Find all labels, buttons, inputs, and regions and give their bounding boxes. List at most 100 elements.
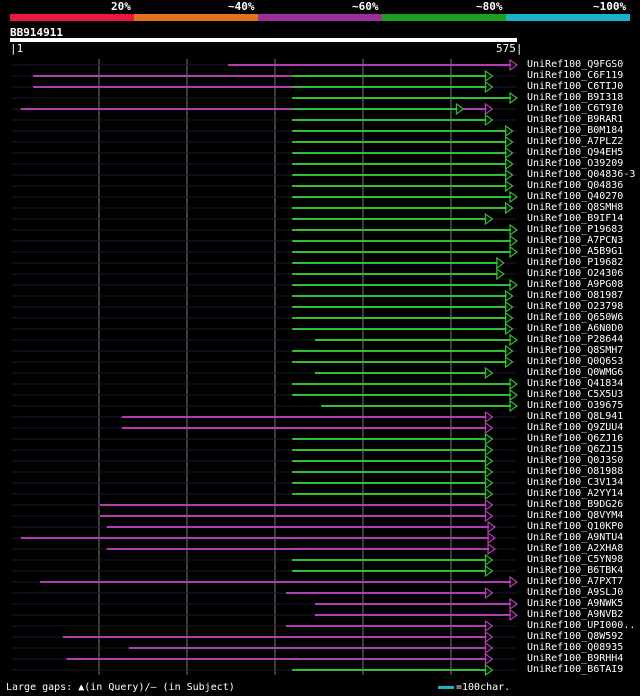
hit-label[interactable]: UniRef100_Q8W592 — [527, 631, 624, 642]
hsp-arrowhead — [505, 146, 514, 160]
hit-label[interactable]: UniRef100_Q9FGS0 — [527, 59, 624, 70]
hit-label[interactable]: UniRef100_A7PXT7 — [527, 576, 624, 587]
hit-label[interactable]: UniRef100_O81988 — [527, 466, 624, 477]
hit-label[interactable]: UniRef100_B9RAR1 — [527, 114, 624, 125]
legend-label-3: ~80% — [476, 0, 503, 13]
hit-label[interactable]: UniRef100_Q94EH5 — [527, 147, 624, 158]
hit-label[interactable]: UniRef100_UPI000.. — [527, 620, 636, 631]
hit-label[interactable]: UniRef100_B6TAI9 — [527, 664, 624, 675]
hit-label[interactable]: UniRef100_Q40270 — [527, 191, 624, 202]
hit-label[interactable]: UniRef100_O24306 — [527, 268, 624, 279]
hit-label[interactable]: UniRef100_O81987 — [527, 290, 624, 301]
hit-label[interactable]: UniRef100_C6F119 — [527, 70, 624, 81]
hsp-arrowhead — [509, 190, 519, 204]
hsp-arrowhead — [509, 223, 519, 237]
hsp-arrowhead — [509, 333, 519, 347]
hsp-arrowhead — [484, 69, 494, 83]
hsp-arrowhead — [505, 289, 514, 303]
hit-label[interactable]: UniRef100_A2YY14 — [527, 488, 624, 499]
hsp-arrowhead — [509, 91, 519, 105]
hit-label[interactable]: UniRef100_P19682 — [527, 257, 624, 268]
hit-label[interactable]: UniRef100_Q0J3S0 — [527, 455, 624, 466]
hsp-arrowhead — [484, 432, 494, 446]
hit-label[interactable]: UniRef100_A9NWK5 — [527, 598, 624, 609]
hit-label[interactable]: UniRef100_A2XHA8 — [527, 543, 624, 554]
hit-label[interactable]: UniRef100_Q9ZUU4 — [527, 422, 624, 433]
hsp-arrowhead — [487, 520, 497, 534]
hit-label[interactable]: UniRef100_O23798 — [527, 301, 624, 312]
hit-label[interactable]: UniRef100_P19683 — [527, 224, 624, 235]
hit-label[interactable]: UniRef100_Q8SMH7 — [527, 345, 624, 356]
hit-label[interactable]: UniRef100_C6T9I0 — [527, 103, 624, 114]
hsp-arrowhead — [509, 575, 519, 589]
hit-label[interactable]: UniRef100_C3V134 — [527, 477, 624, 488]
hit-label[interactable]: UniRef100_B9DG26 — [527, 499, 624, 510]
legend-label-2: ~60% — [352, 0, 379, 13]
hit-label[interactable]: UniRef100_A6N0D0 — [527, 323, 624, 334]
hsp-arrowhead — [505, 168, 514, 182]
hsp-arrowhead — [509, 278, 519, 292]
hit-label[interactable]: UniRef100_A9PG08 — [527, 279, 624, 290]
hsp-arrowhead — [487, 531, 497, 545]
hit-label[interactable]: UniRef100_B9RHH4 — [527, 653, 624, 664]
hit-label[interactable]: UniRef100_P28644 — [527, 334, 624, 345]
hsp-arrowhead — [509, 399, 519, 413]
hit-label[interactable]: UniRef100_Q41834 — [527, 378, 624, 389]
hsp-arrowhead — [484, 652, 494, 666]
hit-label[interactable]: UniRef100_Q08935 — [527, 642, 624, 653]
hsp-arrowhead — [484, 113, 494, 127]
hit-label[interactable]: UniRef100_Q04836 — [527, 180, 624, 191]
hsp-arrowhead — [484, 586, 494, 600]
hit-label[interactable]: UniRef100_Q6ZJ15 — [527, 444, 624, 455]
hit-label[interactable]: UniRef100_Q650W6 — [527, 312, 624, 323]
hit-label[interactable]: UniRef100_A9SLJ0 — [527, 587, 624, 598]
scale-key-text: =100char. — [456, 682, 511, 693]
hit-label[interactable]: UniRef100_Q0WMG6 — [527, 367, 624, 378]
hit-label[interactable]: UniRef100_A7PLZ2 — [527, 136, 624, 147]
hit-label[interactable]: UniRef100_O39675 — [527, 400, 624, 411]
hit-label[interactable]: UniRef100_Q04836-3 — [527, 169, 636, 180]
hit-label[interactable]: UniRef100_B9IF14 — [527, 213, 624, 224]
hit-label[interactable]: UniRef100_O39209 — [527, 158, 624, 169]
hsp-arrowhead — [484, 421, 494, 435]
legend-label-0: 20% — [111, 0, 131, 13]
hsp-arrowhead — [484, 443, 494, 457]
hsp-arrowhead — [509, 608, 519, 622]
hsp-arrowhead — [509, 58, 519, 72]
hit-label[interactable]: UniRef100_Q0Q6S3 — [527, 356, 624, 367]
scale-key: =100char. — [438, 682, 510, 693]
hsp-arrowhead — [484, 630, 494, 644]
hsp-arrowhead — [484, 465, 494, 479]
hsp-arrowhead — [505, 201, 514, 215]
hit-label[interactable]: UniRef100_B6TBK4 — [527, 565, 624, 576]
hit-label[interactable]: UniRef100_Q8SMH8 — [527, 202, 624, 213]
hit-label[interactable]: UniRef100_A9NTU4 — [527, 532, 624, 543]
scale-bar — [438, 685, 454, 689]
hsp-arrowhead — [505, 135, 514, 149]
hit-label[interactable]: UniRef100_B9I318 — [527, 92, 624, 103]
hsp-arrowhead — [509, 234, 519, 248]
hit-label[interactable]: UniRef100_C6TIJ0 — [527, 81, 624, 92]
hit-label[interactable]: UniRef100_C5X5U3 — [527, 389, 624, 400]
hsp-arrowhead — [484, 553, 494, 567]
hit-label[interactable]: UniRef100_Q10KP0 — [527, 521, 624, 532]
hsp-arrowhead — [484, 366, 494, 380]
hsp-arrowhead — [505, 179, 514, 193]
hit-label[interactable]: UniRef100_C5YN98 — [527, 554, 624, 565]
hsp-arrowhead — [505, 157, 514, 171]
hit-label[interactable]: UniRef100_B0M184 — [527, 125, 624, 136]
hsp-arrowhead — [484, 619, 494, 633]
hit-label[interactable]: UniRef100_A7PCN3 — [527, 235, 624, 246]
hsp-arrowhead — [509, 597, 519, 611]
hit-label[interactable]: UniRef100_Q6ZJ16 — [527, 433, 624, 444]
legend-bar-2 — [258, 14, 382, 21]
hsp-arrowhead — [505, 355, 514, 369]
hit-label[interactable]: UniRef100_A9NVB2 — [527, 609, 624, 620]
hit-label[interactable]: UniRef100_Q8VYM4 — [527, 510, 624, 521]
hit-label[interactable]: UniRef100_Q8L941 — [527, 411, 624, 422]
gap-legend: Large gaps: ▲(in Query)/— (in Subject) — [6, 682, 235, 693]
legend-bar-0 — [10, 14, 134, 21]
hsp-arrowhead — [505, 311, 514, 325]
hit-label[interactable]: UniRef100_A5B9G1 — [527, 246, 624, 257]
